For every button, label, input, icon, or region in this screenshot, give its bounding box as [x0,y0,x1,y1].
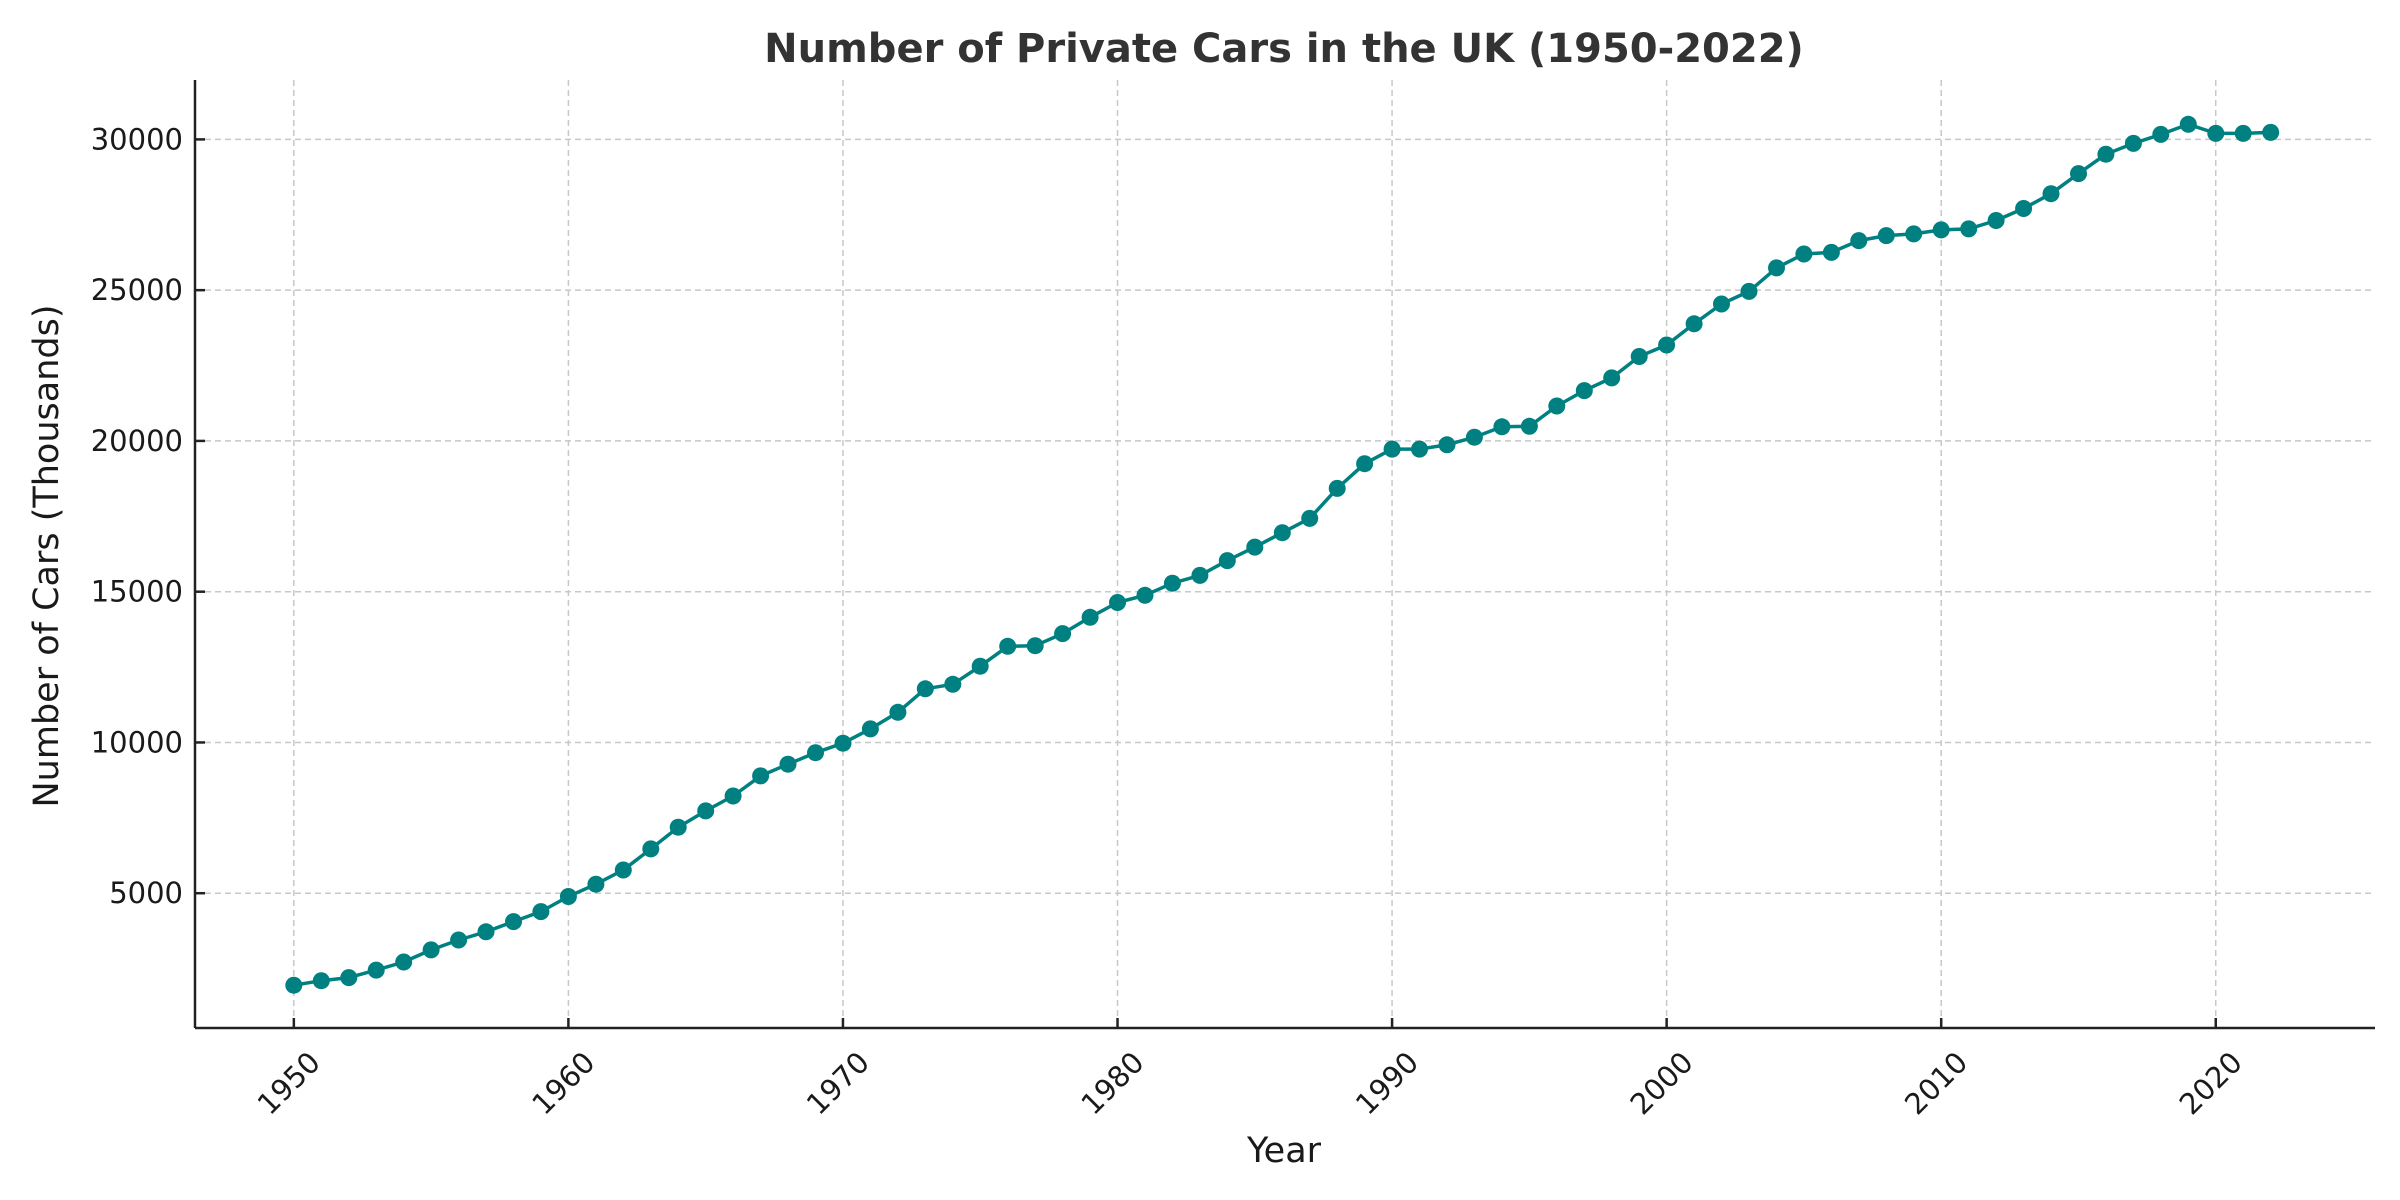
data-point [1548,397,1566,415]
data-point [1630,348,1648,365]
data-point [1713,295,1730,313]
data-point [422,941,440,959]
data-point [697,802,715,820]
data-point [395,953,413,971]
data-point [2152,125,2170,143]
data-point [669,818,687,836]
series-layer [285,115,2280,994]
x-axis-label: Year [1246,1131,1322,1171]
data-point [367,961,385,979]
data-point [559,888,577,905]
data-point [1081,608,1099,626]
data-point [2179,115,2197,133]
data-point [1740,282,1758,300]
x-tick-label: 2020 [2173,1045,2249,1121]
data-point [861,720,879,738]
data-point [1795,245,1813,263]
data-point [1191,566,1209,584]
data-point [2124,134,2142,152]
data-point [2015,200,2033,217]
x-tick-label: 1990 [1349,1045,1425,1121]
data-point [614,861,632,879]
data-point [1575,382,1593,400]
data-point [312,972,330,990]
x-tick-label: 2010 [1898,1045,1974,1121]
data-point [1987,212,2005,229]
data-point [1905,225,1923,243]
data-point [1438,436,1456,454]
data-point [1328,479,1346,497]
data-point [642,840,660,858]
data-point [971,657,989,675]
data-point [1136,586,1154,604]
data-point [1109,594,1126,611]
x-tick-label: 2000 [1623,1045,1699,1121]
data-point [724,787,742,805]
data-point [2234,124,2252,142]
data-point [889,703,907,721]
axes [193,80,2375,1030]
data-point [999,637,1017,655]
data-point [1932,221,1950,239]
data-point [944,675,962,693]
chart-title: Number of Private Cars in the UK (1950-2… [764,26,1804,72]
data-point [1493,418,1511,436]
data-point [752,767,770,785]
data-point [1822,243,1840,261]
data-point [1356,455,1374,473]
data-point [1465,428,1483,446]
data-point [1877,227,1895,245]
data-point [807,744,824,762]
data-point [340,969,358,987]
data-point [532,903,550,921]
data-point [1768,259,1785,277]
y-tick-label: 20000 [91,424,183,458]
data-point [1163,574,1181,592]
y-axis-label: Number of Cars (Thousands) [27,304,67,807]
data-point [2207,124,2225,142]
data-point [1273,524,1291,542]
ticks: 1950 1960 1970 1980 1990 2000 2010 2020 5000 1000… [91,122,2249,1121]
x-tick-label: 1950 [251,1045,327,1121]
data-point [2042,185,2060,203]
grid-lines [195,80,2375,1028]
data-point [1850,232,1868,250]
data-point [1026,637,1044,655]
data-point [1383,440,1401,458]
data-point [2262,123,2280,141]
data-point [779,755,797,773]
y-tick-label: 30000 [91,122,183,156]
y-tick-label: 5000 [109,876,183,910]
data-point [450,931,468,949]
data-point [1301,509,1319,527]
y-tick-label: 25000 [91,273,183,307]
data-point [2097,145,2115,163]
data-point [1603,369,1621,387]
data-point [1685,315,1703,333]
data-point [587,875,605,893]
y-tick-label: 10000 [91,725,183,759]
x-tick-label: 1960 [525,1045,601,1121]
data-point [834,734,852,752]
data-point [1054,625,1072,643]
data-point [1411,440,1428,458]
data-point [1520,417,1538,435]
x-tick-label: 1970 [800,1045,876,1121]
x-tick-label: 1980 [1074,1045,1150,1121]
data-point [1960,220,1978,238]
data-point [1218,552,1236,570]
data-point [1658,336,1676,354]
data-point [1246,538,1264,556]
y-tick-label: 15000 [91,575,183,609]
data-point [505,913,522,931]
data-point [477,923,495,941]
data-point [2070,165,2087,183]
series-line [293,122,2271,987]
data-point [916,680,934,698]
data-point [285,976,303,994]
